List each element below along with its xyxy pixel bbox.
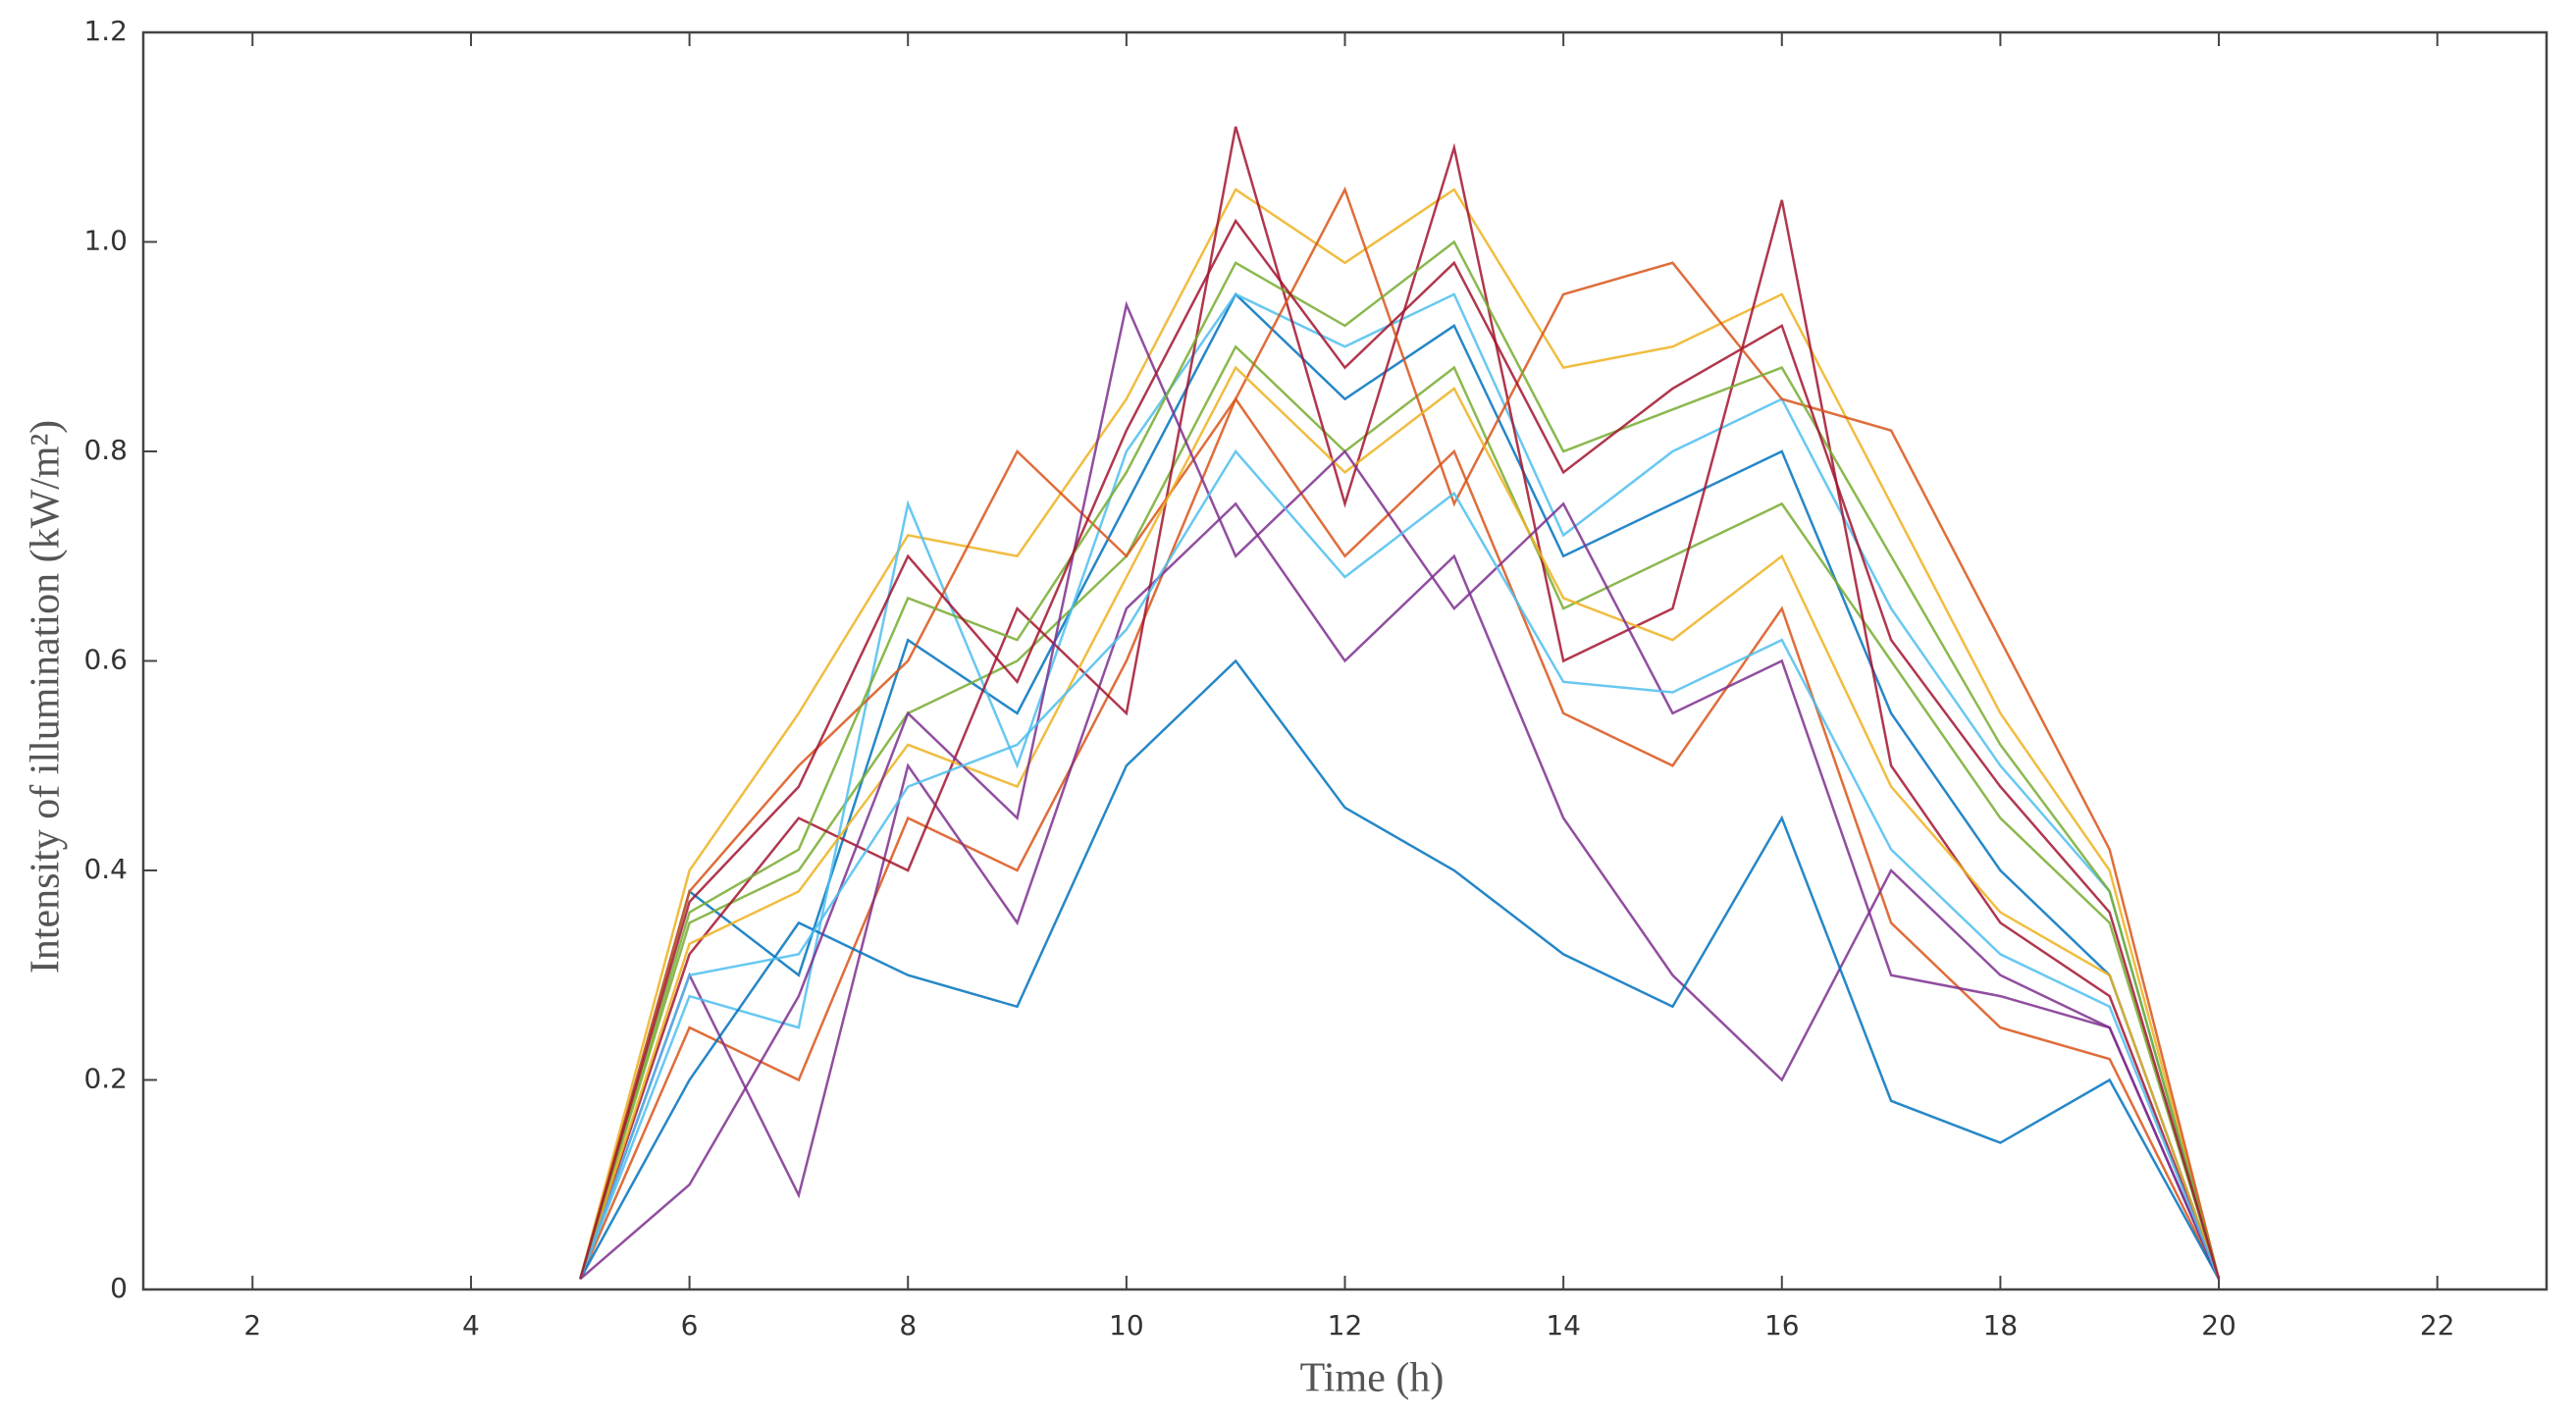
series-line bbox=[579, 239, 2221, 1280]
series-line bbox=[579, 292, 2221, 1280]
x-tick-label: 6 bbox=[681, 1309, 699, 1341]
series-line bbox=[579, 658, 2221, 1280]
y-tick-label: 1.2 bbox=[83, 15, 128, 47]
y-tick-label: 0.4 bbox=[83, 853, 128, 885]
series-line bbox=[579, 126, 2221, 1280]
series-line bbox=[579, 187, 2221, 1280]
x-axis-title: Time (h) bbox=[1300, 1356, 1445, 1401]
x-tick-label: 12 bbox=[1328, 1309, 1363, 1341]
y-tick-label: 0.6 bbox=[83, 644, 128, 676]
series-line bbox=[579, 344, 2221, 1280]
series-line bbox=[579, 218, 2221, 1280]
series-line bbox=[579, 365, 2221, 1280]
y-tick-label: 1.0 bbox=[83, 225, 128, 257]
y-tick-label: 0.8 bbox=[83, 434, 128, 466]
x-tick-label: 16 bbox=[1764, 1309, 1800, 1341]
y-tick-label: 0 bbox=[110, 1272, 128, 1304]
series-line bbox=[579, 291, 2221, 1280]
series-line bbox=[579, 501, 2221, 1280]
y-tick-label: 0.2 bbox=[83, 1063, 128, 1095]
series-line bbox=[579, 448, 2221, 1280]
y-axis-title: Intensity of illumination (kW/m²) bbox=[24, 420, 69, 973]
series-line bbox=[579, 185, 2221, 1280]
series-line bbox=[579, 300, 2221, 1281]
x-tick-label: 10 bbox=[1109, 1309, 1144, 1341]
x-tick-label: 20 bbox=[2201, 1309, 2236, 1341]
x-tick-label: 18 bbox=[1983, 1309, 2019, 1341]
x-tick-label: 14 bbox=[1546, 1309, 1581, 1341]
x-tick-label: 22 bbox=[2420, 1309, 2455, 1341]
x-tick-label: 4 bbox=[462, 1309, 480, 1341]
x-tick-label: 8 bbox=[899, 1309, 917, 1341]
x-tick-label: 2 bbox=[243, 1309, 261, 1341]
